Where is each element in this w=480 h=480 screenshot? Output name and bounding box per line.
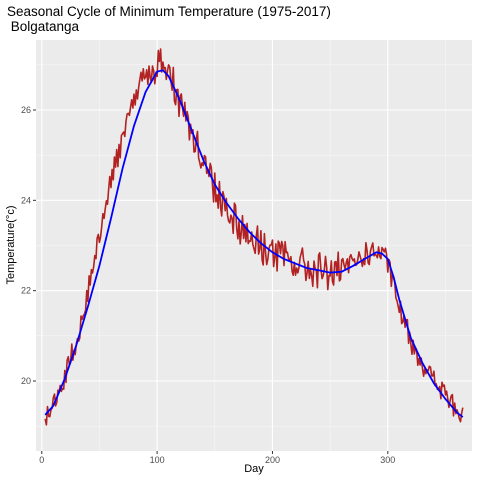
chart-title: Seasonal Cycle of Minimum Temperature (1… (7, 4, 331, 19)
x-tick-label: 100 (150, 455, 165, 465)
y-tick-label: 20 (21, 376, 31, 386)
series-layer (44, 48, 464, 426)
x-tick-label: 300 (380, 455, 395, 465)
minor-gridlines (36, 40, 472, 451)
x-tick-label: 0 (39, 455, 44, 465)
chart-subtitle: Bolgatanga (7, 19, 80, 34)
tick-labels: 0 100 200 300 20 22 24 26 (21, 105, 395, 465)
axis-ticks (33, 109, 389, 454)
y-tick-label: 24 (21, 195, 31, 205)
y-axis-title: Temperature(°c) (5, 206, 17, 285)
x-axis-title: Day (244, 463, 264, 475)
y-tick-label: 22 (21, 286, 31, 296)
x-tick-label: 200 (265, 455, 280, 465)
y-tick-label: 26 (21, 105, 31, 115)
smooth-series-line (44, 69, 464, 418)
